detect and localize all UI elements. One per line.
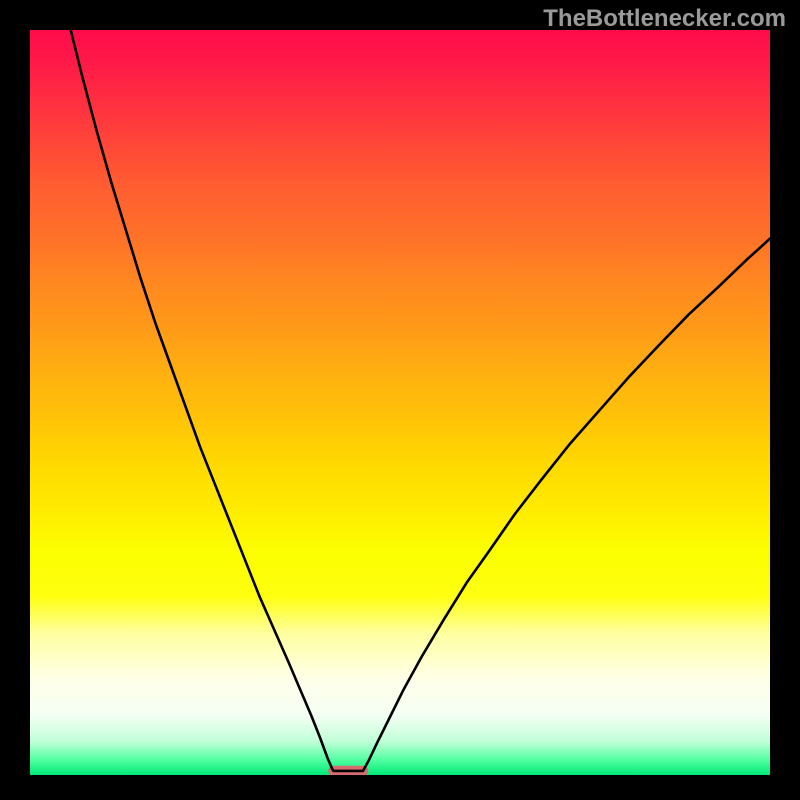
- watermark-text: TheBottlenecker.com: [543, 5, 786, 33]
- bottleneck-chart: [0, 0, 800, 800]
- plot-gradient-background: [30, 30, 770, 775]
